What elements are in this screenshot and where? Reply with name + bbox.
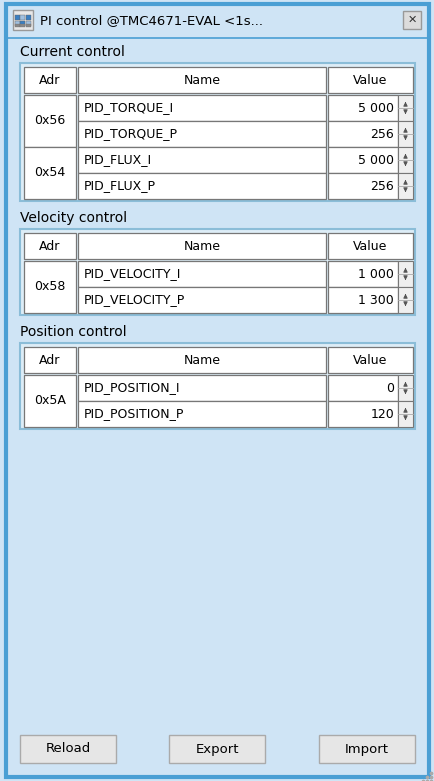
Bar — [327, 173, 397, 199]
Bar — [327, 401, 397, 427]
Text: 120: 120 — [369, 408, 393, 420]
Text: Adr: Adr — [39, 240, 61, 252]
Bar — [327, 95, 397, 121]
Text: Export: Export — [195, 743, 239, 755]
Bar — [318, 735, 414, 763]
Bar — [327, 67, 412, 93]
Bar — [24, 261, 76, 313]
Bar — [397, 147, 412, 173]
Text: PID_TORQUE_I: PID_TORQUE_I — [84, 102, 174, 115]
Text: Name: Name — [183, 73, 220, 87]
Text: Reload: Reload — [45, 743, 90, 755]
Text: 0x56: 0x56 — [34, 115, 66, 127]
Bar — [24, 233, 76, 259]
Text: 5 000: 5 000 — [357, 154, 393, 166]
Bar — [20, 24, 26, 27]
Text: Current control: Current control — [20, 45, 125, 59]
Bar — [327, 147, 397, 173]
Bar — [327, 233, 412, 259]
Bar — [327, 287, 397, 313]
Bar — [20, 343, 414, 429]
Text: Name: Name — [183, 354, 220, 366]
Text: 5 000: 5 000 — [357, 102, 393, 115]
Bar — [327, 375, 397, 401]
Bar — [24, 147, 76, 199]
Text: PID_FLUX_I: PID_FLUX_I — [84, 154, 152, 166]
Text: PID_VELOCITY_P: PID_VELOCITY_P — [84, 294, 185, 306]
Bar — [78, 121, 325, 147]
Text: PID_FLUX_P: PID_FLUX_P — [84, 180, 156, 192]
Bar — [397, 401, 412, 427]
Bar — [15, 20, 20, 26]
Bar — [402, 11, 420, 29]
Text: 0x54: 0x54 — [34, 166, 66, 180]
Bar — [78, 95, 325, 121]
Bar — [78, 147, 325, 173]
Bar — [327, 347, 412, 373]
Bar — [397, 287, 412, 313]
Bar — [78, 375, 325, 401]
Bar — [397, 375, 412, 401]
Bar — [78, 401, 325, 427]
Bar — [20, 20, 26, 26]
Bar — [24, 67, 76, 93]
Bar — [78, 173, 325, 199]
Text: Adr: Adr — [39, 354, 61, 366]
Bar — [397, 121, 412, 147]
Text: 0x58: 0x58 — [34, 280, 66, 294]
Text: 256: 256 — [369, 180, 393, 192]
Bar — [15, 24, 20, 27]
Bar — [397, 95, 412, 121]
Text: Velocity control: Velocity control — [20, 211, 127, 225]
Bar — [15, 15, 20, 20]
Bar — [24, 347, 76, 373]
Text: PI control @TMC4671-EVAL <1s...: PI control @TMC4671-EVAL <1s... — [40, 15, 263, 27]
Bar — [26, 24, 31, 27]
Bar — [397, 173, 412, 199]
Bar — [24, 375, 76, 427]
Bar — [78, 347, 325, 373]
Text: 0: 0 — [385, 381, 393, 394]
Bar — [26, 20, 31, 26]
Text: PID_VELOCITY_I: PID_VELOCITY_I — [84, 268, 181, 280]
Text: Value: Value — [352, 73, 387, 87]
Bar — [13, 10, 33, 30]
Text: 1 300: 1 300 — [358, 294, 393, 306]
Bar — [26, 15, 31, 20]
Bar — [78, 233, 325, 259]
Text: Adr: Adr — [39, 73, 61, 87]
Bar — [78, 287, 325, 313]
Bar — [20, 15, 26, 20]
Bar — [24, 95, 76, 147]
Bar — [20, 735, 116, 763]
Text: Value: Value — [352, 240, 387, 252]
Text: 256: 256 — [369, 127, 393, 141]
Text: Value: Value — [352, 354, 387, 366]
Bar — [78, 261, 325, 287]
Text: PID_TORQUE_P: PID_TORQUE_P — [84, 127, 178, 141]
Text: PID_POSITION_P: PID_POSITION_P — [84, 408, 184, 420]
Text: Import: Import — [344, 743, 388, 755]
Bar — [327, 121, 397, 147]
Text: PID_POSITION_I: PID_POSITION_I — [84, 381, 180, 394]
Text: Position control: Position control — [20, 325, 126, 339]
Bar — [20, 63, 414, 201]
Bar — [169, 735, 265, 763]
Bar — [397, 261, 412, 287]
Text: 0x5A: 0x5A — [34, 394, 66, 408]
Text: 1 000: 1 000 — [357, 268, 393, 280]
Bar — [20, 229, 414, 315]
Bar — [327, 261, 397, 287]
Bar — [78, 67, 325, 93]
Text: ✕: ✕ — [406, 15, 416, 25]
Text: Name: Name — [183, 240, 220, 252]
